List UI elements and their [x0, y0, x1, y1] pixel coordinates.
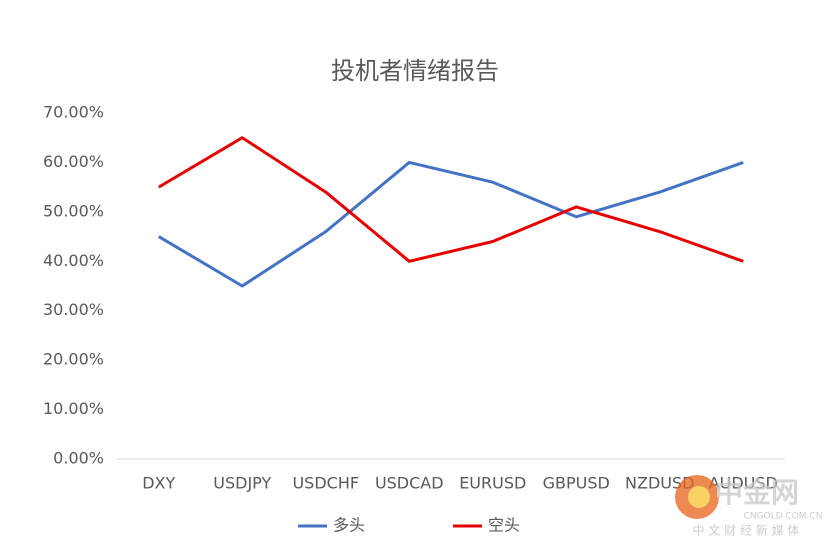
- x-tick-label: EURUSD: [459, 474, 526, 493]
- x-tick-label: USDCAD: [375, 474, 444, 493]
- y-tick-label: 40.00%: [43, 251, 104, 270]
- watermark-site: CNGOLD.COM.CN: [744, 512, 823, 522]
- y-tick-label: 20.00%: [43, 350, 104, 369]
- x-tick-label: DXY: [142, 474, 175, 493]
- chart-title: 投机者情绪报告: [331, 57, 499, 85]
- watermark-logo: 中金网: [715, 476, 799, 509]
- y-tick-label: 30.00%: [43, 300, 104, 319]
- x-tick-label: USDJPY: [213, 474, 271, 493]
- y-tick-label: 0.00%: [53, 449, 104, 468]
- legend-label: 空头: [488, 516, 520, 535]
- y-tick-label: 50.00%: [43, 201, 104, 220]
- y-tick-label: 70.00%: [43, 103, 104, 122]
- y-tick-label: 60.00%: [43, 152, 104, 171]
- y-tick-label: 10.00%: [43, 399, 104, 418]
- series-line: [157, 136, 744, 263]
- legend-label: 多头: [333, 516, 365, 535]
- x-tick-label: GBPUSD: [543, 474, 610, 493]
- watermark-icon-inner: [688, 486, 710, 508]
- series-line: [157, 160, 744, 288]
- watermark: 中金网 CNGOLD.COM.CN 中 文 财 经 新 媒 体: [675, 475, 822, 538]
- x-tick-label: AUDUSD: [709, 474, 778, 493]
- x-tick-label: USDCHF: [292, 474, 359, 493]
- watermark-slogan: 中 文 财 经 新 媒 体: [693, 523, 800, 538]
